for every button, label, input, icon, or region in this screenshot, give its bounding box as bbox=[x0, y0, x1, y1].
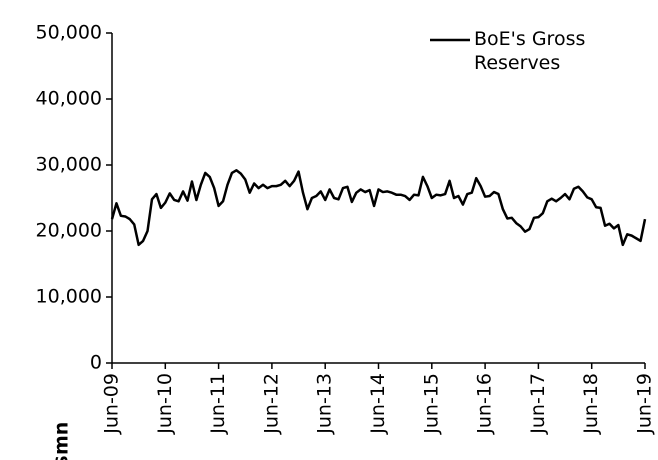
x-tick-label: Jun-18 bbox=[580, 373, 602, 435]
x-tick-label: Jun-17 bbox=[527, 373, 549, 435]
x-tick-label: Jun-09 bbox=[101, 373, 123, 435]
y-tick-label: 10,000 bbox=[36, 286, 102, 308]
x-tick-label: Jun-19 bbox=[634, 373, 656, 435]
data-line bbox=[110, 169, 647, 247]
x-tick-label: Jun-13 bbox=[314, 373, 336, 435]
y-axis-label: $mn bbox=[51, 422, 73, 460]
y-tick-label: 0 bbox=[90, 352, 102, 374]
x-tick-label: Jun-16 bbox=[474, 373, 496, 435]
legend-label: BoE's Gross Reserves bbox=[474, 28, 586, 74]
x-tick-label: Jun-10 bbox=[154, 373, 176, 435]
x-tick-label: Jun-11 bbox=[207, 373, 229, 435]
y-tick-label: 20,000 bbox=[36, 220, 102, 242]
y-tick-label: 30,000 bbox=[36, 154, 102, 176]
x-tick-label: Jun-14 bbox=[367, 373, 389, 435]
y-tick-label: 50,000 bbox=[36, 22, 102, 44]
x-tick-label: Jun-12 bbox=[260, 373, 282, 435]
x-tick-label: Jun-15 bbox=[420, 373, 442, 435]
y-tick-label: 40,000 bbox=[36, 88, 102, 110]
